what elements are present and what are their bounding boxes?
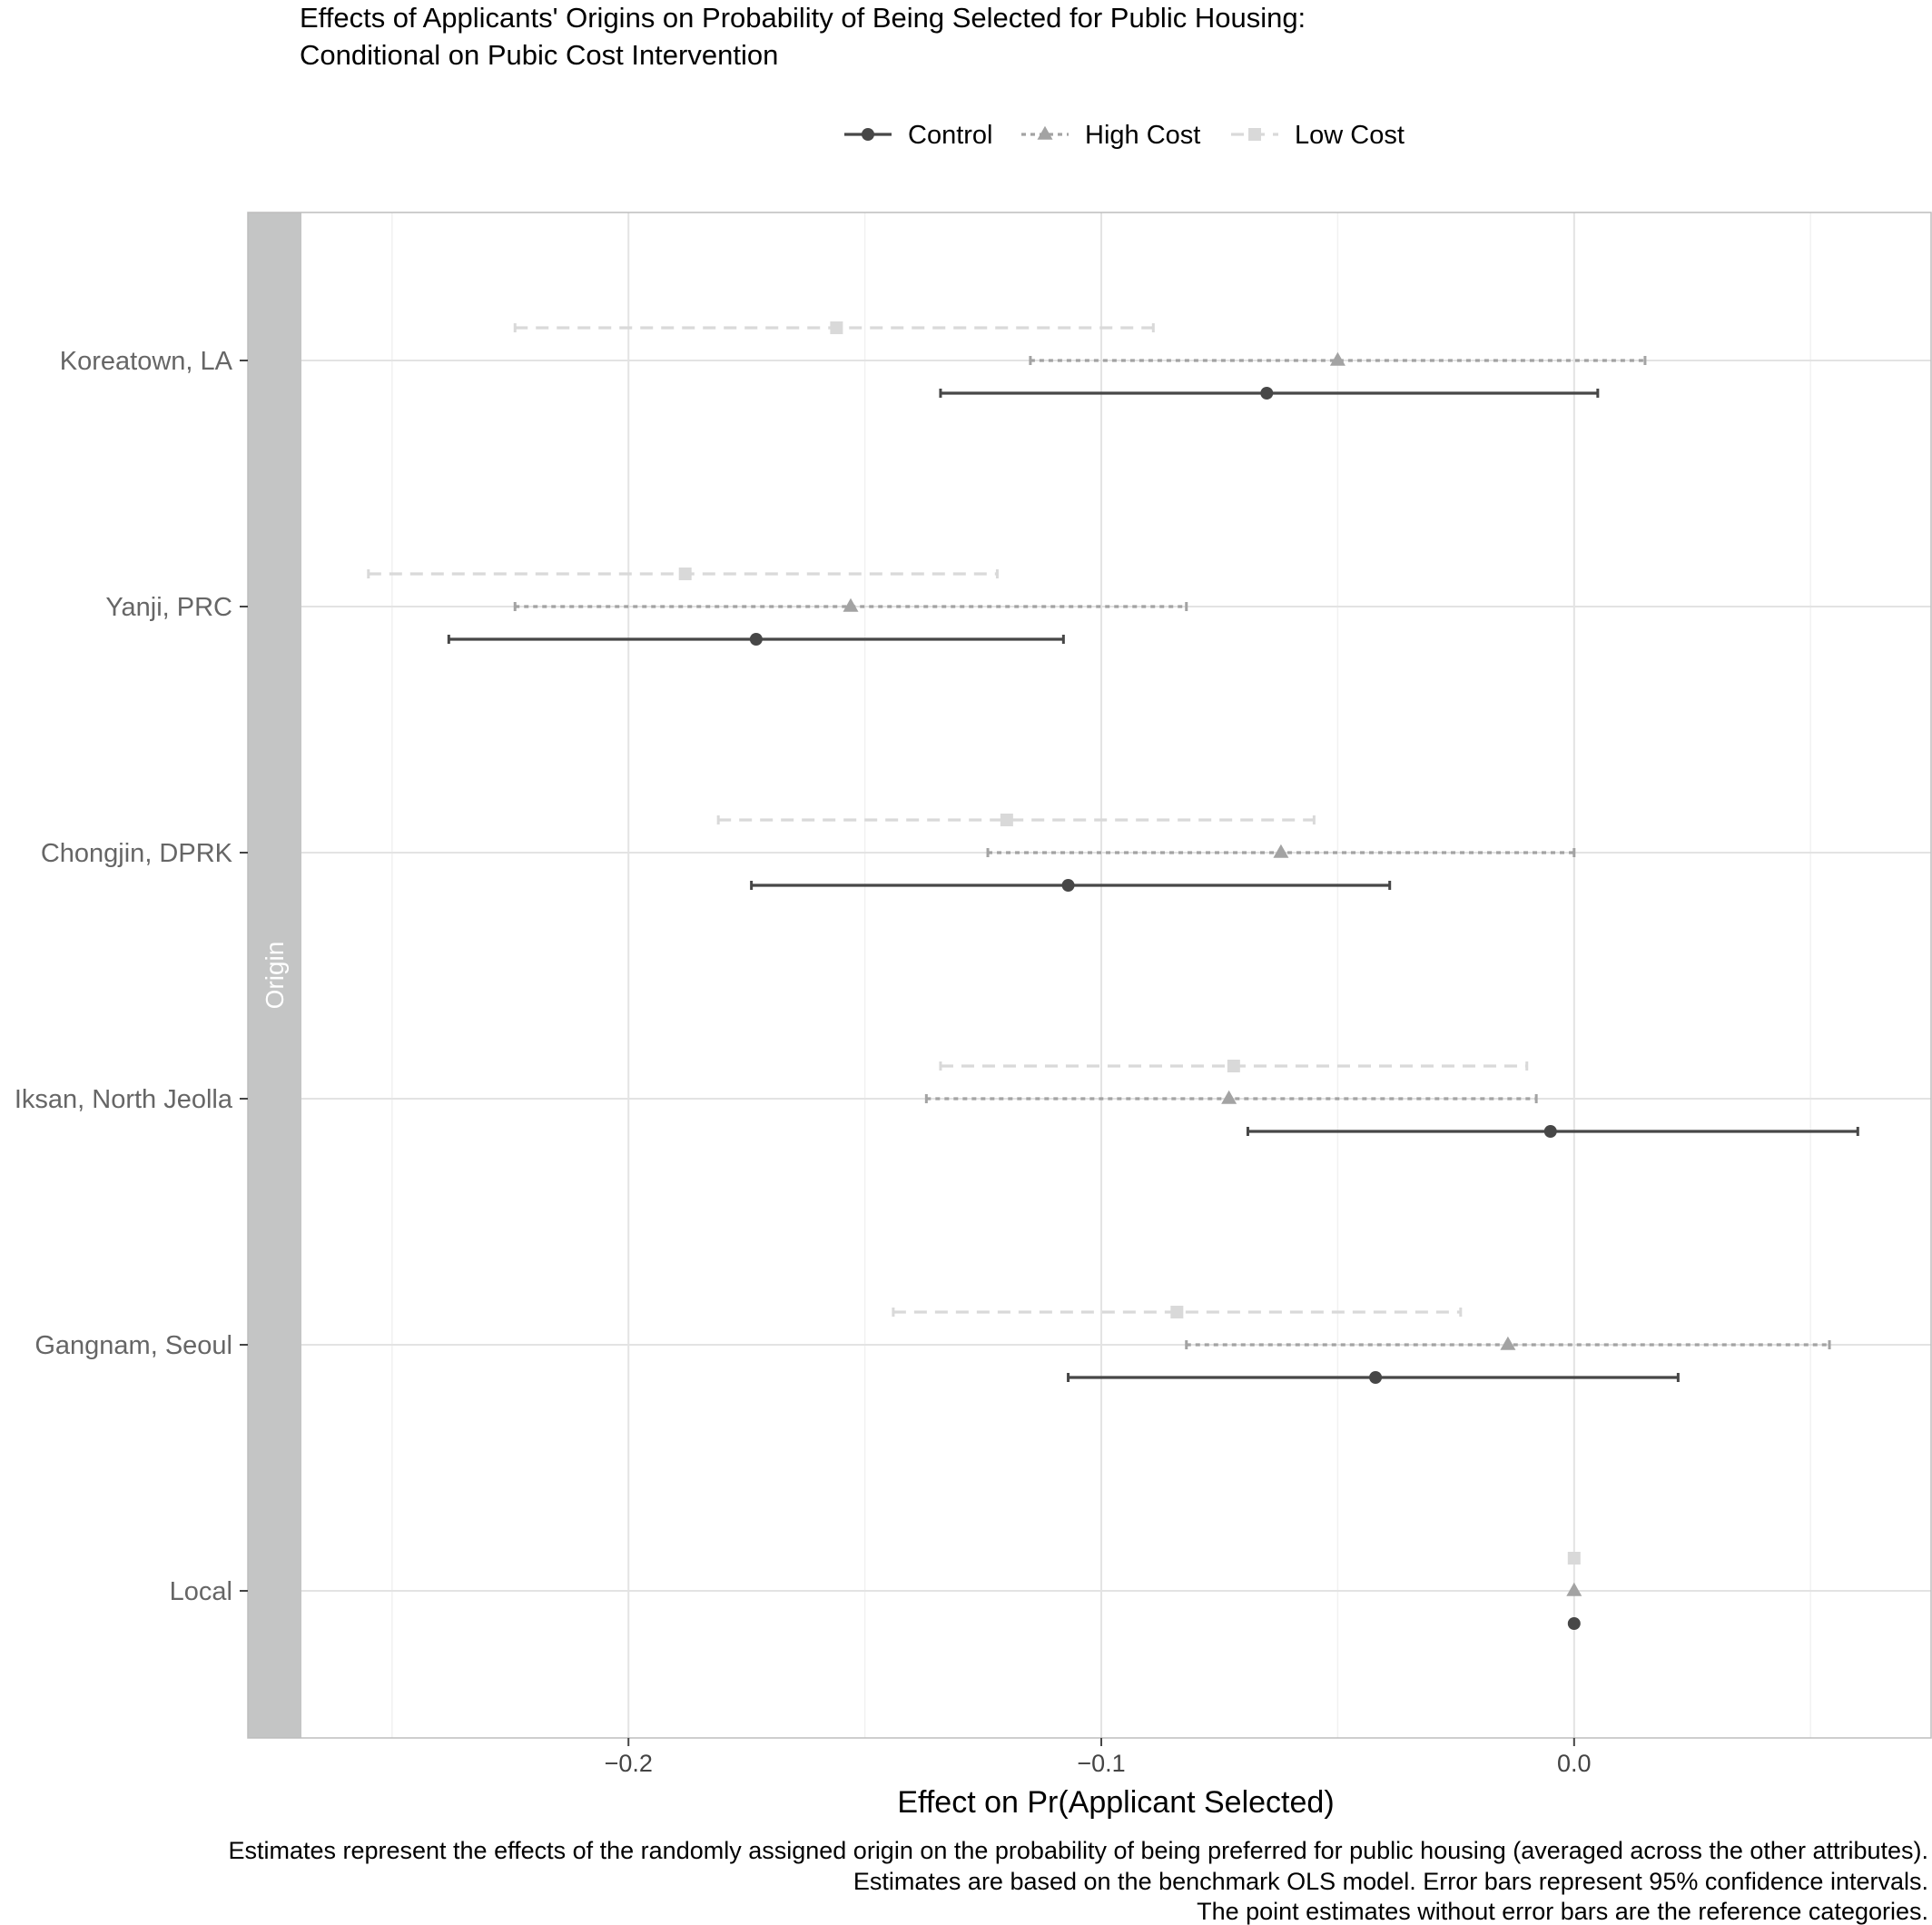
- point-high-cost: [843, 597, 859, 612]
- caption-line-1: Estimates represent the effects of the r…: [228, 1837, 1928, 1864]
- x-tick-label: 0.0: [1557, 1750, 1592, 1777]
- caption: Estimates represent the effects of the r…: [228, 1837, 1928, 1925]
- panel-border: [247, 212, 1932, 1739]
- legend-label: High Cost: [1085, 121, 1200, 150]
- chart-title-line-1: Effects of Applicants' Origins on Probab…: [300, 2, 1306, 34]
- caption-line-3: The point estimates without error bars a…: [1197, 1898, 1928, 1925]
- point-control: [1061, 879, 1075, 892]
- series-low-cost: [367, 321, 1581, 1565]
- point-high-cost: [1566, 1582, 1582, 1596]
- point-high-cost: [1500, 1336, 1516, 1350]
- legend-key-marker: [862, 128, 874, 141]
- plot-panel: Origin: [247, 212, 1932, 1739]
- legend-item-control: Control: [844, 121, 993, 150]
- caption-line-2: Estimates are based on the benchmark OLS…: [853, 1868, 1928, 1895]
- x-axis-label: Effect on Pr(Applicant Selected): [897, 1785, 1334, 1820]
- legend-label: Control: [908, 121, 993, 150]
- point-low-cost: [1170, 1306, 1184, 1318]
- point-control: [1260, 387, 1274, 400]
- category-label-koreatown-la: Koreatown, LA: [60, 347, 233, 376]
- facet-strip-label: Origin: [261, 942, 289, 1010]
- category-label-gangnam-seoul: Gangnam, Seoul: [34, 1331, 232, 1360]
- category-label-chongjin-dprk: Chongjin, DPRK: [41, 839, 233, 868]
- point-low-cost: [678, 568, 692, 580]
- point-low-cost: [1567, 1552, 1581, 1565]
- point-control: [1543, 1125, 1557, 1138]
- data-marks: [367, 321, 1859, 1630]
- point-low-cost: [1227, 1060, 1240, 1072]
- x-tick-label: −0.1: [1077, 1750, 1125, 1777]
- category-label-local: Local: [170, 1577, 232, 1606]
- chart-title: Effects of Applicants' Origins on Probab…: [300, 2, 1306, 71]
- series-control: [447, 387, 1859, 1630]
- point-low-cost: [830, 321, 843, 334]
- legend-item-low-cost: Low Cost: [1231, 121, 1405, 150]
- legend: Control High Cost Low Cost: [844, 121, 1405, 150]
- point-control: [1369, 1371, 1383, 1384]
- facet-strip: [248, 212, 301, 1738]
- point-control: [749, 633, 763, 646]
- x-axis: −0.2 −0.1 0.0: [605, 1738, 1592, 1777]
- category-label-iksan-north-jeolla: Iksan, North Jeolla: [15, 1085, 233, 1114]
- legend-item-high-cost: High Cost: [1021, 121, 1200, 150]
- point-high-cost: [1273, 844, 1289, 858]
- x-tick-label: −0.2: [605, 1750, 653, 1777]
- chart-title-line-2: Conditional on Pubic Cost Intervention: [300, 39, 778, 71]
- point-control: [1567, 1617, 1581, 1630]
- point-high-cost: [1221, 1090, 1237, 1104]
- point-low-cost: [1000, 814, 1013, 826]
- legend-key-marker: [1248, 128, 1261, 141]
- legend-key-marker: [1037, 125, 1053, 140]
- point-high-cost: [1329, 351, 1346, 366]
- category-label-yanji-prc: Yanji, PRC: [105, 593, 232, 622]
- legend-label: Low Cost: [1295, 121, 1405, 150]
- series-high-cost: [513, 351, 1831, 1596]
- plot-background: [301, 212, 1931, 1738]
- y-axis: Koreatown, LA Yanji, PRC Chongjin, DPRK Iks…: [15, 347, 248, 1606]
